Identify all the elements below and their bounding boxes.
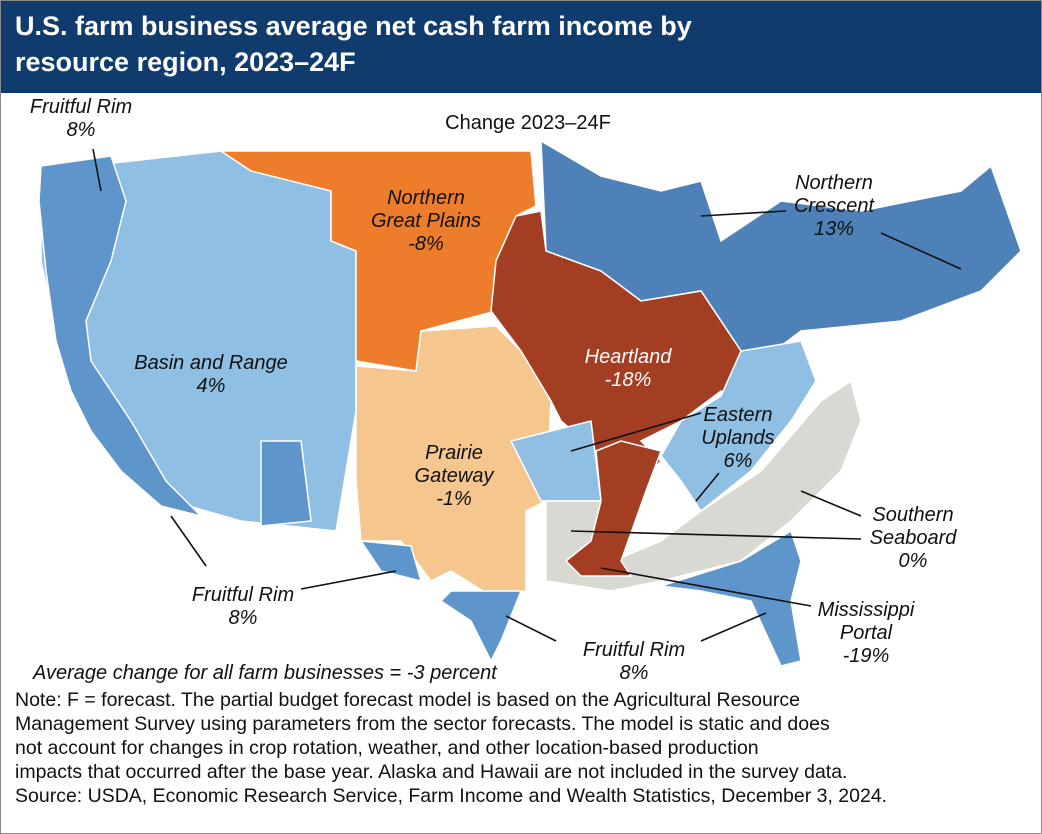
- average-note: Average change for all farm businesses =…: [32, 662, 498, 684]
- region-change: 6%: [724, 450, 753, 472]
- region-change: 0%: [899, 550, 928, 572]
- region-label: Northern: [387, 187, 465, 209]
- leader-line: [505, 615, 557, 642]
- leader-line: [700, 612, 767, 642]
- region-label: Southern: [872, 504, 953, 526]
- region-label: Heartland: [585, 346, 673, 368]
- leader-line: [300, 570, 397, 590]
- region-label: Fruitful Rim: [30, 96, 132, 118]
- region-change: -1%: [436, 488, 472, 510]
- leader-line: [92, 148, 102, 192]
- title: resource region, 2023–24F: [15, 47, 356, 77]
- note-line: Note: F = forecast. The partial budget f…: [15, 689, 800, 711]
- region-label: Uplands: [701, 427, 774, 449]
- region-label: Prairie: [425, 442, 483, 464]
- region-label: Great Plains: [371, 210, 481, 232]
- region: [260, 440, 312, 527]
- note-line: Management Survey using parameters from …: [15, 713, 830, 735]
- region-label: Crescent: [794, 195, 875, 217]
- leader-line: [800, 490, 862, 517]
- leader-line: [570, 530, 862, 540]
- region-label: Fruitful Rim: [192, 584, 294, 606]
- map-subtitle: Change 2023–24F: [445, 112, 611, 134]
- map: Change 2023–24F Average change for all f…: [30, 96, 1022, 684]
- region-label: Fruitful Rim: [583, 639, 685, 661]
- region: [660, 529, 802, 667]
- region-label: Portal: [840, 622, 893, 644]
- region-change: 4%: [197, 375, 226, 397]
- region-label: Seaboard: [870, 527, 958, 549]
- leader-line: [170, 515, 207, 567]
- region-change: 13%: [814, 218, 854, 240]
- leader-lines: [92, 148, 962, 642]
- region-label: Northern: [795, 172, 873, 194]
- leader-line: [880, 232, 962, 270]
- region-label: Mississippi: [818, 599, 915, 621]
- leader-line: [570, 412, 702, 452]
- region-change: -18%: [605, 369, 652, 391]
- region-change: -8%: [408, 233, 444, 255]
- leader-line: [700, 210, 787, 217]
- region: [38, 155, 204, 518]
- region-label: Basin and Range: [134, 352, 287, 374]
- leader-line: [695, 472, 720, 502]
- header: U.S. farm business average net cash farm…: [1, 1, 1041, 93]
- note-line: impacts that occurred after the base yea…: [15, 761, 848, 783]
- region-change: -19%: [843, 645, 890, 667]
- region: [355, 325, 552, 597]
- region: [439, 590, 523, 663]
- region-change: 8%: [229, 607, 258, 629]
- region: [359, 540, 423, 583]
- region-change: 8%: [67, 119, 96, 141]
- title: U.S. farm business average net cash farm…: [15, 11, 692, 41]
- region: [564, 440, 662, 577]
- region-change: 8%: [620, 662, 649, 684]
- region-label: Gateway: [415, 465, 495, 487]
- region-label: Eastern: [704, 404, 773, 426]
- leader-line: [600, 567, 812, 607]
- note-line: not account for changes in crop rotation…: [15, 737, 759, 759]
- source: Source: USDA, Economic Research Service,…: [15, 785, 888, 807]
